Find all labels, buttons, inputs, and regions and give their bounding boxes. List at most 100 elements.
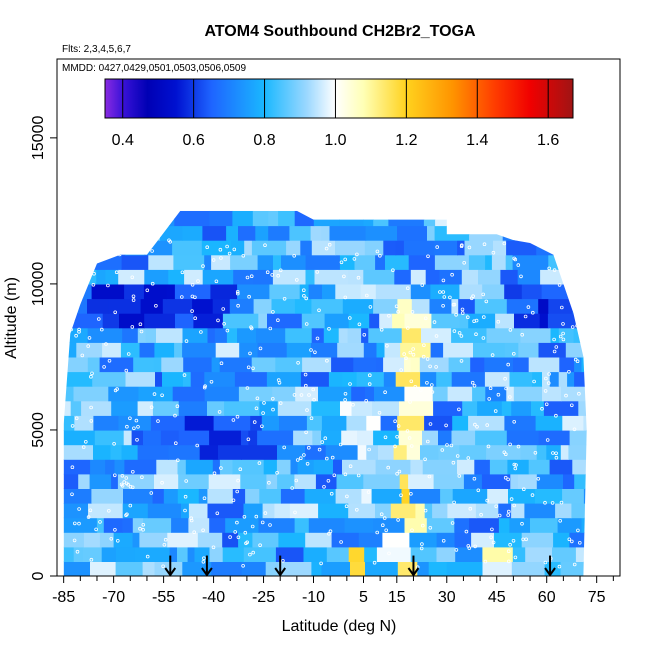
sample-marker: [408, 400, 412, 404]
sample-marker: [154, 303, 158, 308]
sample-marker: [356, 473, 361, 478]
curtain-cell: [276, 459, 292, 475]
curtain-cell: [521, 532, 554, 548]
curtain-cell: [501, 400, 512, 416]
x-tick-label: -55: [152, 589, 175, 606]
sample-marker: [245, 386, 250, 390]
curtain-cell: [375, 254, 386, 270]
sample-marker: [74, 416, 79, 421]
sample-marker: [141, 522, 146, 527]
curtain-cell: [463, 473, 483, 489]
sample-marker: [409, 491, 413, 496]
sample-marker: [405, 429, 410, 433]
curtain-cell: [99, 532, 115, 548]
sample-marker: [160, 393, 164, 398]
sample-marker: [94, 527, 98, 532]
sample-marker: [465, 315, 470, 320]
sample-marker: [479, 512, 483, 517]
sample-marker: [201, 264, 205, 268]
sample-marker: [196, 279, 200, 283]
sample-marker: [393, 419, 397, 424]
sample-marker: [328, 529, 333, 533]
curtain-cell: [238, 532, 253, 548]
plot-border: [56, 58, 621, 577]
curtain-cell: [410, 283, 431, 300]
curtain-cell: [302, 356, 332, 373]
curtain-cell: [452, 488, 488, 504]
sample-marker: [533, 450, 538, 455]
sample-marker: [441, 538, 446, 543]
sample-marker: [411, 352, 416, 357]
sample-marker: [576, 528, 580, 533]
x-tick-label: -40: [202, 589, 225, 606]
sample-marker: [236, 478, 240, 483]
curtain-cell: [335, 488, 362, 504]
curtain-cell: [528, 459, 551, 475]
curtain-cell: [63, 400, 72, 416]
curtain-cell: [230, 254, 259, 270]
curtain-cell: [174, 283, 211, 300]
sample-marker: [262, 401, 266, 405]
curtain-cell: [312, 430, 322, 446]
sample-marker: [183, 508, 187, 513]
curtain-cell: [404, 386, 434, 402]
sample-marker: [327, 326, 331, 331]
sample-marker: [315, 270, 320, 274]
curtain-cell: [451, 327, 488, 343]
curtain-cell: [258, 517, 296, 533]
curtain-cell: [368, 327, 403, 343]
curtain-cell: [495, 313, 515, 329]
curtain-cell: [454, 532, 472, 548]
curtain-cell: [433, 473, 465, 489]
sample-marker: [471, 294, 475, 299]
sample-marker: [396, 309, 400, 314]
sample-marker: [294, 478, 299, 483]
curtain-cell: [447, 386, 473, 402]
sample-marker: [490, 527, 494, 532]
curtain-cell: [371, 488, 403, 504]
x-tick-label: 75: [588, 589, 606, 606]
sample-marker: [192, 530, 197, 534]
curtain-cell: [294, 298, 312, 314]
sample-marker: [441, 303, 445, 308]
sample-marker: [351, 402, 355, 407]
sample-marker: [248, 351, 252, 356]
curtain-cell: [539, 313, 549, 329]
curtain-cell: [219, 459, 234, 475]
curtain-cell: [294, 517, 310, 533]
sample-marker: [115, 387, 119, 391]
sample-marker: [503, 452, 508, 457]
curtain-cell: [333, 459, 343, 475]
curtain-cell: [372, 400, 400, 416]
curtain-cell: [357, 430, 374, 446]
curtain-cell: [204, 371, 236, 387]
curtain-cell: [535, 415, 563, 431]
curtain-cell: [63, 532, 85, 548]
curtain-cell: [256, 327, 286, 343]
sample-marker: [128, 503, 133, 508]
curtain-cell: [507, 459, 530, 475]
sample-marker: [513, 555, 518, 560]
sample-marker: [516, 263, 521, 267]
colorbar-tick-label: 1.4: [466, 132, 488, 149]
sample-marker: [205, 245, 210, 250]
curtain-cell: [73, 386, 109, 402]
y-axis-label: Altitude (m): [3, 277, 20, 359]
curtain-cell: [182, 371, 192, 387]
curtain-cell: [512, 546, 526, 562]
curtain-cell: [410, 356, 421, 373]
curtain-cell: [178, 473, 210, 489]
curtain-cell: [406, 444, 421, 460]
sample-marker: [202, 556, 206, 560]
curtain-cell: [454, 517, 470, 533]
sample-marker: [441, 278, 446, 283]
sample-marker: [89, 374, 93, 379]
sample-marker: [408, 350, 413, 355]
curtain-cell: [238, 225, 256, 241]
curtain-cell: [321, 430, 342, 446]
sample-marker: [128, 416, 132, 421]
profile-arrow: [274, 555, 287, 577]
curtain-cell: [401, 327, 422, 343]
curtain-cell: [92, 371, 127, 387]
curtain-cell: [150, 415, 186, 431]
